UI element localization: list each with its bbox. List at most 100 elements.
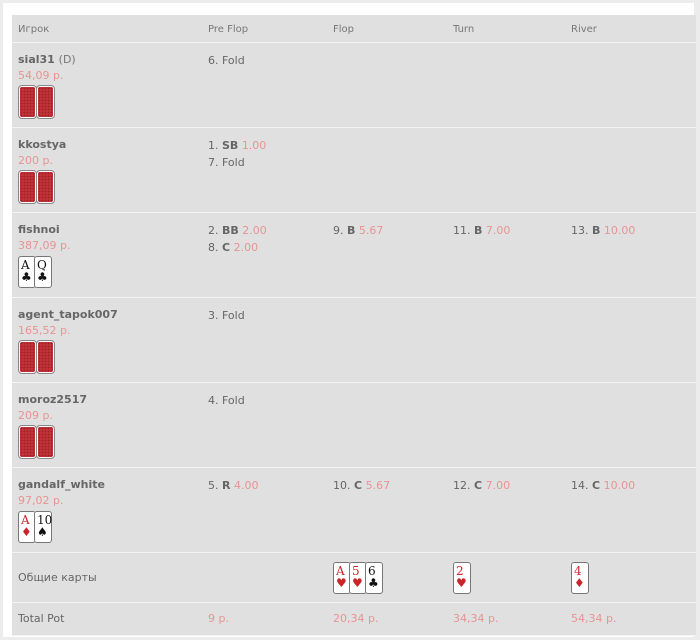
player-name-text: kkostya — [18, 138, 67, 151]
action: 5. R 4.00 — [208, 477, 258, 494]
action-number: 13. — [571, 224, 589, 237]
action: 10. C 5.67 — [333, 477, 390, 494]
board-label: Общие карты — [18, 571, 97, 584]
playing-card: A ♥ — [333, 562, 351, 594]
card-suit-icon: ♣ — [37, 270, 48, 284]
player-name-text: moroz2517 — [18, 393, 88, 406]
player-name: moroz2517 — [18, 392, 87, 408]
action-amount: 2.00 — [233, 241, 259, 254]
player-name-text: agent_tapok007 — [18, 308, 118, 321]
pot-preflop: 9 р. — [208, 612, 229, 625]
hole-cards — [18, 425, 87, 459]
header-flop: Flop — [333, 24, 354, 35]
card-suit-icon: ♦ — [21, 525, 32, 539]
action: 11. B 7.00 — [453, 222, 510, 239]
hole-cards — [18, 85, 76, 119]
action-amount: 1.00 — [241, 139, 267, 152]
card-rank: 6 — [368, 564, 376, 578]
action-number: 10. — [333, 479, 351, 492]
board-cards-turn: 2 ♥ — [453, 562, 471, 594]
card-back-icon — [36, 85, 55, 119]
pot-label: Total Pot — [18, 612, 65, 625]
action-type: C — [354, 479, 363, 492]
player-cell: gandalf_white 97,02 р. A ♦ 10 ♠ — [18, 477, 105, 543]
action-type: R — [222, 479, 231, 492]
actions-preflop: 1. SB 1.00 7. Fold — [208, 137, 266, 171]
action-type: BB — [222, 224, 239, 237]
action-type: C — [474, 479, 483, 492]
action-type: B — [347, 224, 356, 237]
pot-river: 54,34 р. — [571, 612, 617, 625]
card-rank: 10 — [37, 513, 53, 527]
hole-cards — [18, 170, 66, 204]
player-name-text: sial31 — [18, 53, 55, 66]
player-stack: 209 р. — [18, 409, 53, 422]
action-amount: 10.00 — [603, 224, 636, 237]
actions-turn: 11. B 7.00 — [453, 222, 510, 239]
actions-preflop: 5. R 4.00 — [208, 477, 258, 494]
actions-preflop: 6. Fold — [208, 52, 245, 69]
action-amount: 7.00 — [485, 224, 511, 237]
board-cards-flop: A ♥ 5 ♥ 6 ♣ — [333, 562, 383, 594]
card-rank: 2 — [456, 564, 464, 578]
player-row: kkostya 200 р. 1. SB 1.00 7. Fold — [12, 128, 696, 213]
action: 1. SB 1.00 — [208, 137, 266, 154]
actions-flop: 10. C 5.67 — [333, 477, 390, 494]
action: 13. B 10.00 — [571, 222, 635, 239]
actions-preflop: 3. Fold — [208, 307, 245, 324]
action: 9. B 5.67 — [333, 222, 383, 239]
actions-river: 14. C 10.00 — [571, 477, 635, 494]
player-stack: 165,52 р. — [18, 324, 71, 337]
player-name-text: gandalf_white — [18, 478, 105, 491]
playing-card: 6 ♣ — [365, 562, 383, 594]
header-turn: Turn — [453, 24, 475, 35]
player-stack: 54,09 р. — [18, 69, 64, 82]
player-row: agent_tapok007 165,52 р. 3. Fold — [12, 298, 696, 383]
card-suit-icon: ♥ — [352, 576, 363, 590]
actions-flop: 9. B 5.67 — [333, 222, 383, 239]
action-number: 14. — [571, 479, 589, 492]
playing-card: 2 ♥ — [453, 562, 471, 594]
action-number: 9. — [333, 224, 344, 237]
player-row: moroz2517 209 р. 4. Fold — [12, 383, 696, 468]
action-amount: 5.67 — [365, 479, 391, 492]
card-rank: A — [21, 258, 30, 272]
player-cell: moroz2517 209 р. — [18, 392, 87, 459]
table-header: Игрок Pre Flop Flop Turn River — [12, 15, 696, 43]
board-cards-river: 4 ♦ — [571, 562, 589, 594]
card-suit-icon: ♣ — [368, 576, 379, 590]
action-amount: 4.00 — [233, 479, 259, 492]
action-amount: 2.00 — [242, 224, 267, 237]
pot-turn: 34,34 р. — [453, 612, 499, 625]
card-back-icon — [36, 425, 55, 459]
action-amount: 5.67 — [358, 224, 384, 237]
player-name: sial31 (D) — [18, 52, 76, 68]
player-row: gandalf_white 97,02 р. A ♦ 10 ♠ 5. R 4.00 10. C… — [12, 468, 696, 553]
playing-card: 4 ♦ — [571, 562, 589, 594]
card-back-icon — [18, 425, 37, 459]
action-amount: 10.00 — [603, 479, 636, 492]
player-cell: agent_tapok007 165,52 р. — [18, 307, 118, 374]
action: 4. Fold — [208, 394, 245, 407]
action: 8. C 2.00 — [208, 239, 267, 256]
action-type: B — [474, 224, 483, 237]
action-type: SB — [222, 139, 239, 152]
player-stack: 97,02 р. — [18, 494, 64, 507]
action: 12. C 7.00 — [453, 477, 510, 494]
action: 3. Fold — [208, 309, 245, 322]
total-pot-row: Total Pot 9 р. 20,34 р. 34,34 р. 54,34 р… — [12, 603, 696, 636]
player-cell: kkostya 200 р. — [18, 137, 66, 204]
hand-history-table: Игрок Pre Flop Flop Turn River sial31 (D… — [12, 15, 696, 636]
player-name: kkostya — [18, 137, 66, 153]
board-row: Общие карты A ♥ 5 ♥ 6 ♣ 2 ♥ 4 ♦ — [12, 553, 696, 603]
card-rank: Q — [37, 258, 47, 272]
player-name: agent_tapok007 — [18, 307, 118, 323]
action-number: 12. — [453, 479, 471, 492]
header-preflop: Pre Flop — [208, 24, 249, 35]
card-suit-icon: ♥ — [456, 576, 467, 590]
actions-river: 13. B 10.00 — [571, 222, 635, 239]
player-stack: 200 р. — [18, 154, 53, 167]
player-stack: 387,09 р. — [18, 239, 71, 252]
card-back-icon — [36, 170, 55, 204]
